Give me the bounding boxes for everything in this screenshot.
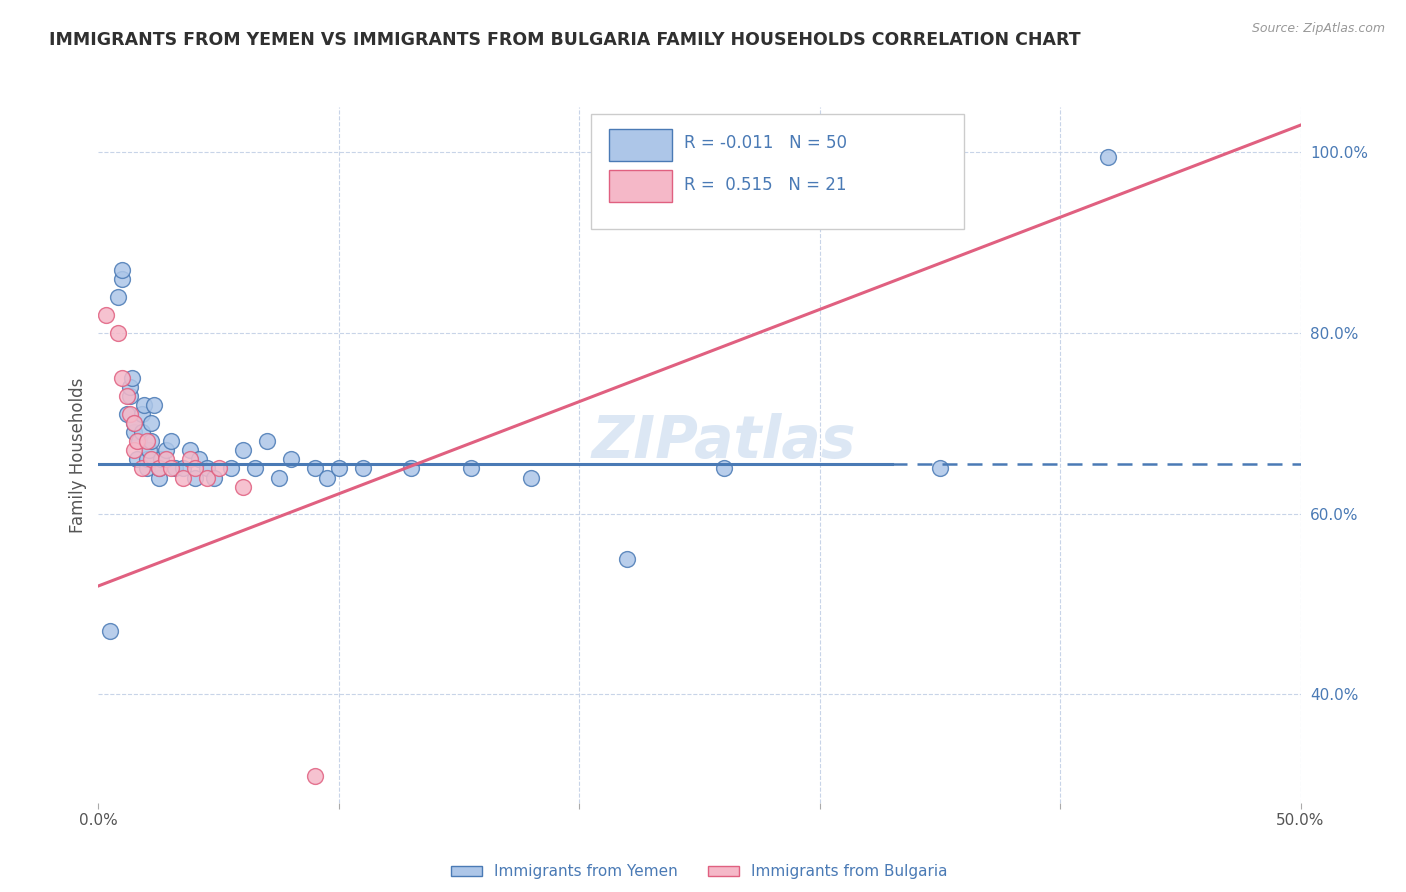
Point [219,461,242,475]
Point [232,479,254,493]
Point [141,417,163,431]
Point [131,425,153,440]
Point [125,452,148,467]
Point [165,461,187,475]
Point [117,389,139,403]
Point [107,326,129,340]
FancyBboxPatch shape [609,170,672,202]
Point [138,443,160,458]
Point [124,417,146,431]
Point [94,308,117,322]
Point [135,452,157,467]
Point [159,434,181,449]
Point [928,461,950,475]
Point [111,271,134,285]
Point [616,551,638,566]
Point [124,425,146,440]
Point [243,461,266,475]
Point [195,461,218,475]
Point [141,452,163,467]
Point [111,371,134,385]
Text: ZIPatlas: ZIPatlas [592,412,856,469]
Point [232,443,254,458]
Point [121,371,143,385]
Point [713,461,735,475]
Point [142,398,165,412]
Point [280,452,302,467]
Text: R = -0.011   N = 50: R = -0.011 N = 50 [683,134,846,153]
Point [159,461,181,475]
Point [208,461,231,475]
Point [155,443,177,458]
Point [183,461,205,475]
Text: R =  0.515   N = 21: R = 0.515 N = 21 [683,176,846,194]
Point [399,461,422,475]
Point [328,461,350,475]
Point [100,624,122,639]
Point [148,461,170,475]
Point [304,769,326,783]
Point [131,407,153,421]
Point [315,470,337,484]
Point [148,470,170,484]
Point [124,443,146,458]
Point [202,470,225,484]
Point [124,417,146,431]
Point [135,461,157,475]
Point [267,470,290,484]
Point [179,443,201,458]
Point [172,470,194,484]
Point [125,434,148,449]
Point [107,290,129,304]
FancyBboxPatch shape [609,128,672,161]
Point [135,434,157,449]
Point [520,470,543,484]
Point [148,461,170,475]
Point [131,461,153,475]
Point [460,461,482,475]
Point [179,452,201,467]
Point [111,262,134,277]
Legend: Immigrants from Yemen, Immigrants from Bulgaria: Immigrants from Yemen, Immigrants from B… [446,858,953,886]
Point [1097,150,1119,164]
Point [172,461,194,475]
Point [128,434,150,449]
Point [195,470,218,484]
Point [183,470,205,484]
Y-axis label: Family Households: Family Households [69,377,87,533]
FancyBboxPatch shape [592,114,965,229]
Text: IMMIGRANTS FROM YEMEN VS IMMIGRANTS FROM BULGARIA FAMILY HOUSEHOLDS CORRELATION : IMMIGRANTS FROM YEMEN VS IMMIGRANTS FROM… [49,31,1081,49]
Point [141,434,163,449]
Text: Source: ZipAtlas.com: Source: ZipAtlas.com [1251,22,1385,36]
Point [132,398,155,412]
Point [155,452,177,467]
Point [304,461,326,475]
Point [256,434,278,449]
Point [118,380,141,394]
Point [117,407,139,421]
Point [149,452,172,467]
Point [118,389,141,403]
Point [352,461,374,475]
Point [188,452,211,467]
Point [118,407,141,421]
